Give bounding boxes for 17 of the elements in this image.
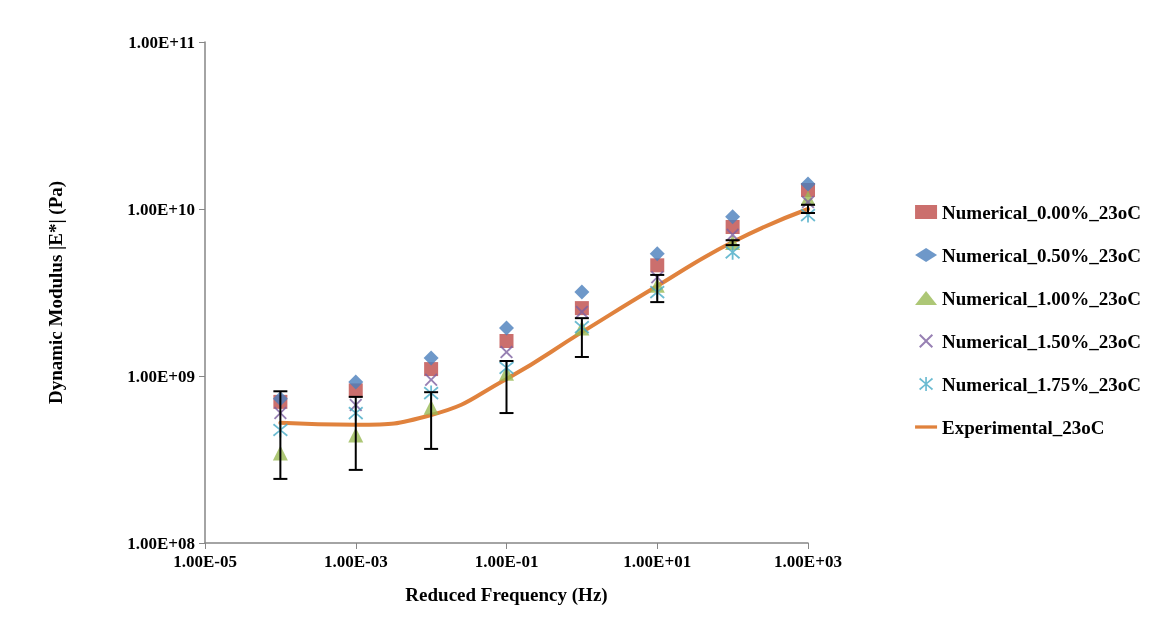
y-tick-label: 1.00E+08 — [127, 533, 195, 553]
legend-label: Experimental_23oC — [942, 416, 1105, 438]
x-tick-label: 1.00E-01 — [474, 552, 539, 571]
legend-label: Numerical_0.50%_23oC — [942, 244, 1142, 266]
x-tick-label: 1.00E+01 — [623, 552, 692, 571]
legend-label: Numerical_1.50%_23oC — [942, 330, 1142, 352]
legend-label: Numerical_1.75%_23oC — [942, 373, 1142, 395]
y-tick-label: 1.00E+10 — [127, 199, 195, 219]
y-tick-label: 1.00E+09 — [127, 366, 195, 386]
legend-label: Numerical_0.00%_23oC — [942, 201, 1142, 223]
y-axis-title: Dynamic Modulus |E*| (Pa) — [45, 180, 67, 405]
x-tick-label: 1.00E-05 — [173, 552, 237, 571]
x-tick-label: 1.00E-03 — [323, 552, 388, 571]
y-tick-label: 1.00E+11 — [128, 32, 195, 52]
x-axis-title: Reduced Frequency (Hz) — [405, 584, 608, 606]
x-tick-label: 1.00E+03 — [774, 552, 842, 571]
legend-label: Numerical_1.00%_23oC — [942, 287, 1142, 309]
